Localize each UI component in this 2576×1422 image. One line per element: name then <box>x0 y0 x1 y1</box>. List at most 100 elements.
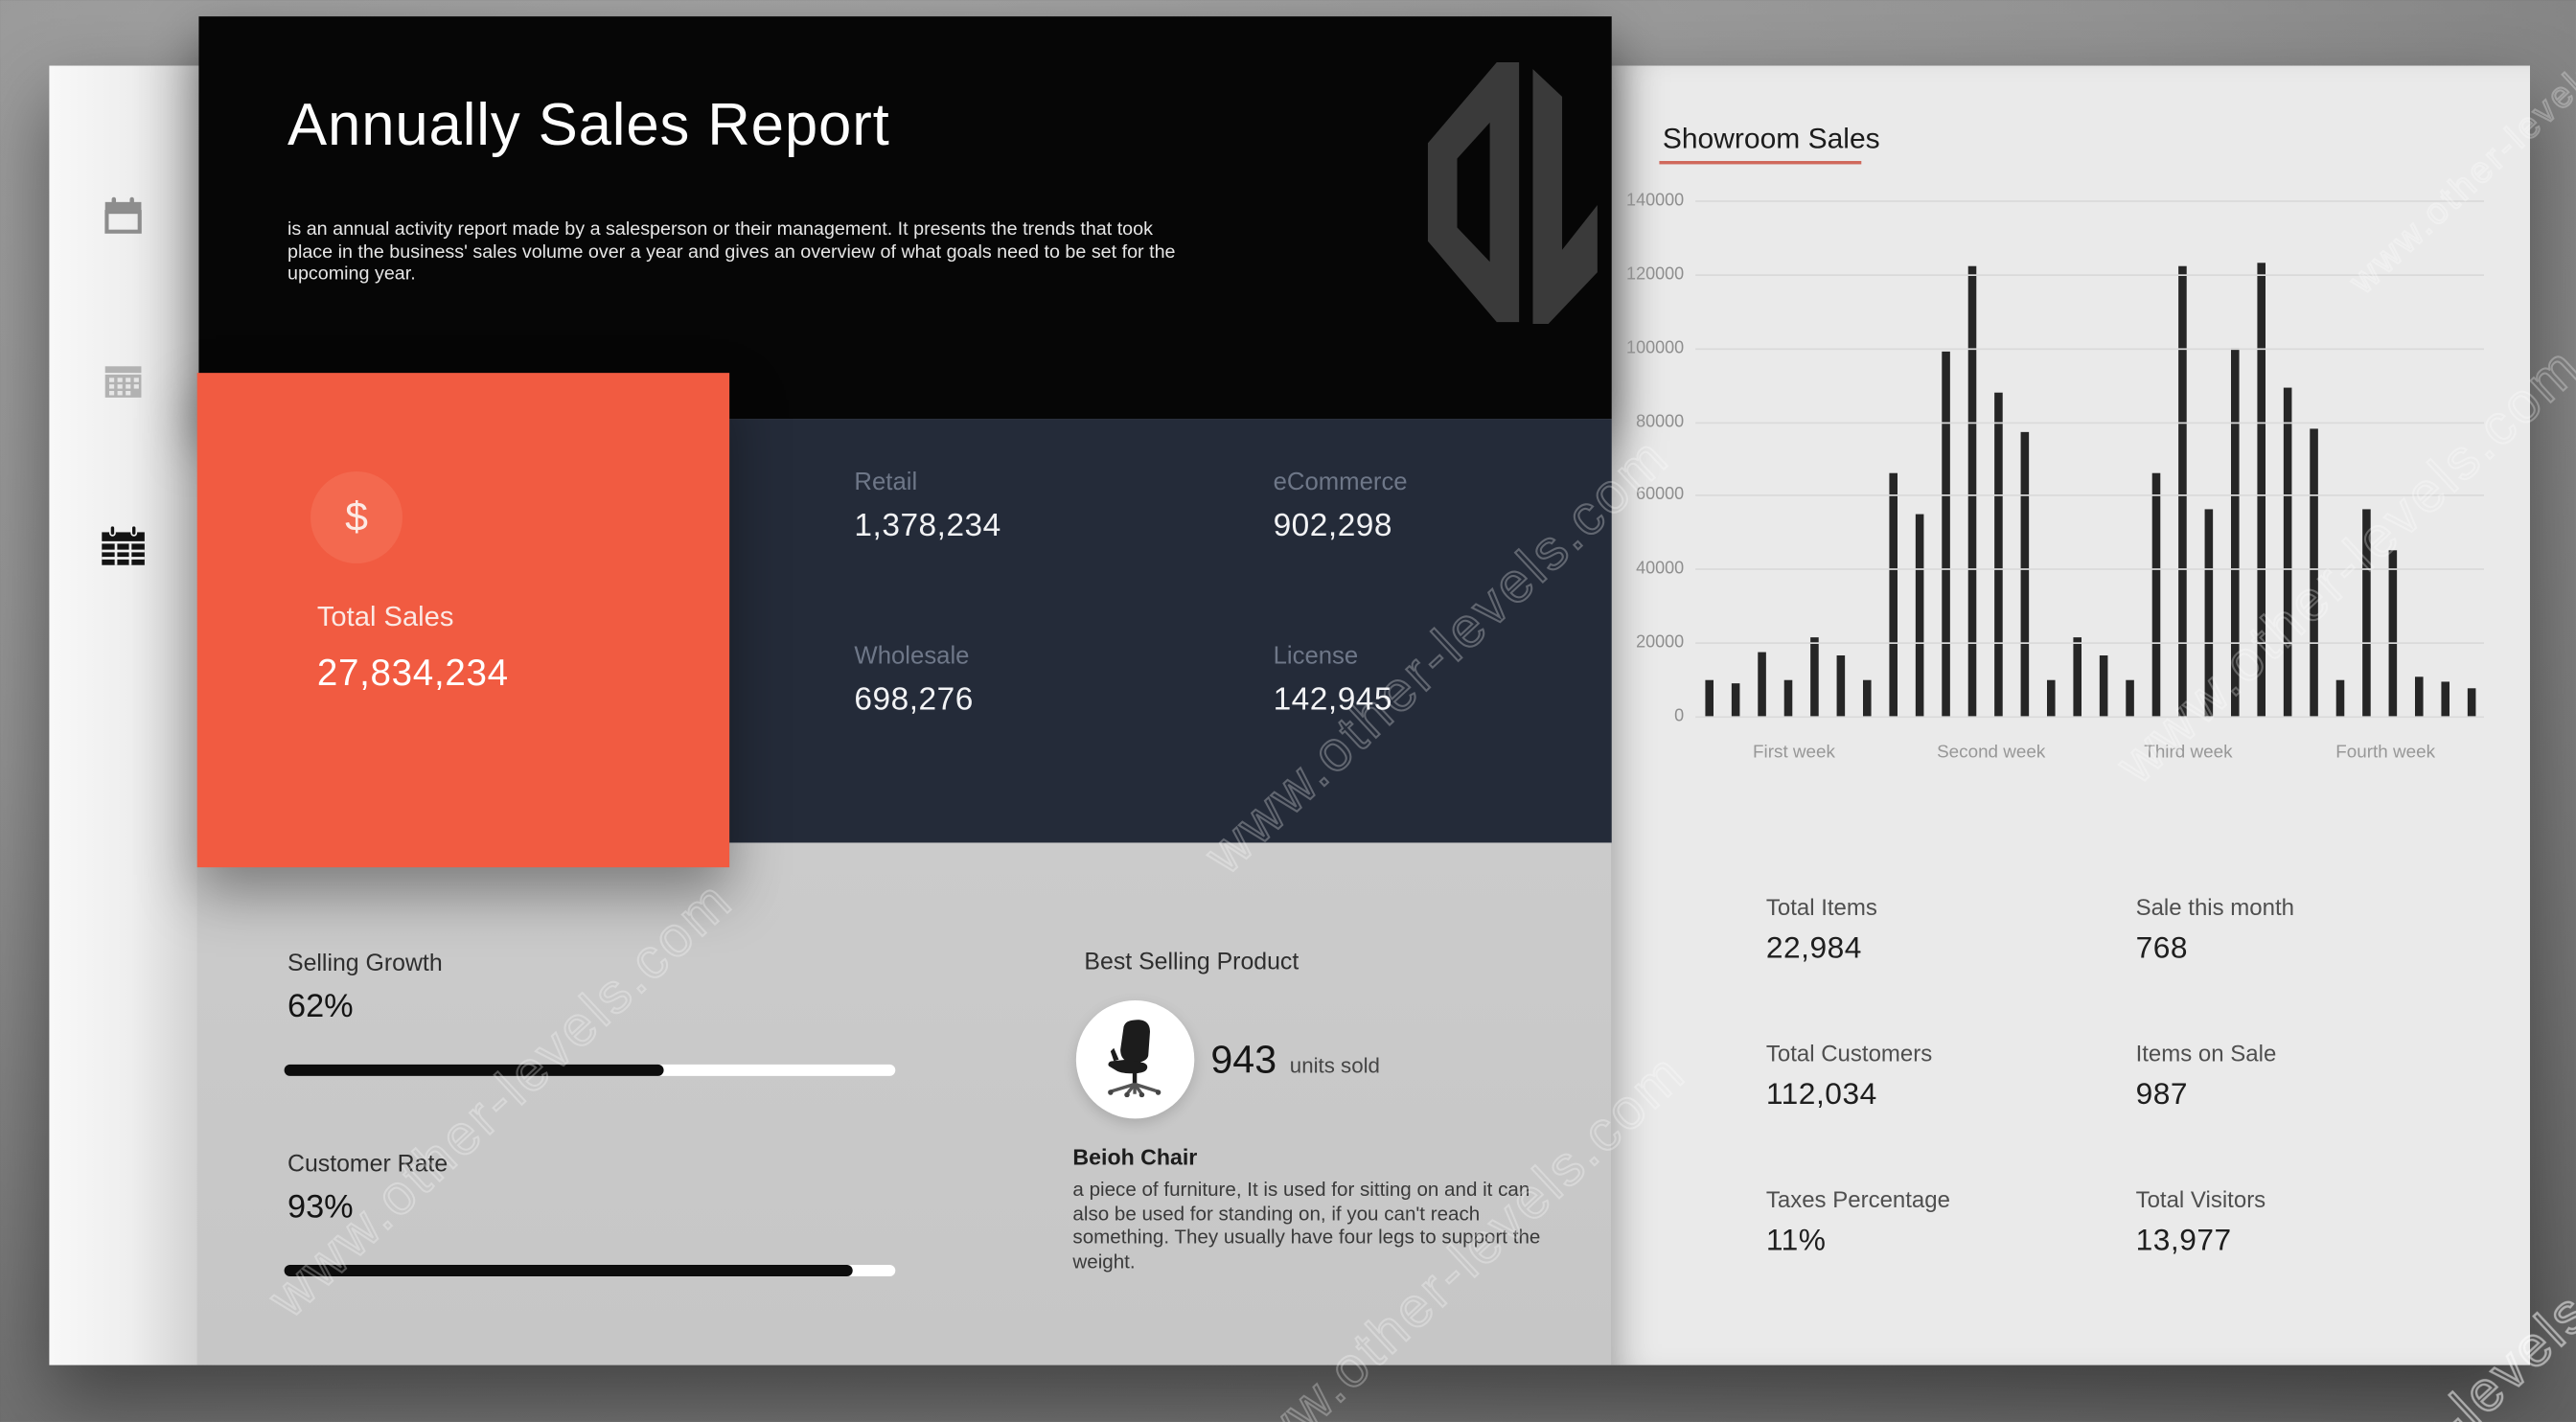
chart-bar <box>2099 655 2107 717</box>
chart-gridline <box>1695 568 2484 571</box>
chart-bar <box>2309 428 2317 717</box>
sidebar-item-calendar-grid[interactable] <box>97 522 150 580</box>
sidebar <box>49 65 197 1365</box>
selling-growth-bar <box>284 1064 896 1076</box>
chart-bar <box>2125 678 2133 717</box>
channel-stat-ecommerce: eCommerce 902,298 <box>1274 469 1668 546</box>
chart-y-tick: 40000 <box>1636 559 1685 579</box>
selling-growth-value: 62% <box>288 989 354 1025</box>
stat-value: 768 <box>2135 929 2189 965</box>
chart-bar <box>1704 678 1714 717</box>
units-sold-count: 943 <box>1210 1038 1277 1083</box>
chart-bar <box>2150 472 2160 717</box>
chart-bar <box>2414 677 2423 717</box>
customer-rate-bar <box>284 1265 896 1276</box>
channel-value: 902,298 <box>1273 507 1393 544</box>
channel-label: Retail <box>854 468 918 496</box>
sidebar-item-calendar-outline[interactable] <box>101 193 147 247</box>
chart-bar <box>1862 678 1871 717</box>
total-sales-value: 27,834,234 <box>316 652 509 694</box>
stat-sale-this-month: Sale this month 768 <box>2136 894 2497 966</box>
stat-label: Items on Sale <box>2135 1040 2277 1066</box>
channel-stat-license: License 142,945 <box>1274 642 1668 720</box>
dollar-glyph: $ <box>345 493 368 540</box>
report-header <box>198 16 1612 420</box>
stat-value: 11% <box>1765 1222 1827 1257</box>
chart-bar <box>2467 688 2475 717</box>
company-logo-icon <box>1423 44 1604 340</box>
chart-gridline <box>1695 347 2484 350</box>
chart-y-axis: 0 20000 40000 60000 80000 100000 120000 140000 <box>1585 191 1685 726</box>
chart-gridline <box>1695 716 2484 719</box>
product-name: Beioh Chair <box>1072 1144 1198 1170</box>
selling-growth-fill <box>284 1064 663 1076</box>
selling-growth-label: Selling Growth <box>288 951 443 977</box>
chart-title: Showroom Sales <box>1662 121 1880 155</box>
chart-bars <box>1695 200 2484 717</box>
chart-gridline <box>1695 421 2484 424</box>
product-description: a piece of furniture, It is used for sit… <box>1072 1178 1541 1273</box>
chart-bar <box>2177 266 2186 717</box>
chart-y-tick: 20000 <box>1636 632 1685 653</box>
stat-label: Total Items <box>1765 893 1877 920</box>
chart-bar <box>1757 652 1765 717</box>
best-product-title: Best Selling Product <box>1084 949 1300 976</box>
stat-label: Total Customers <box>1765 1040 1933 1066</box>
stat-items-on-sale: Items on Sale 987 <box>2136 1040 2497 1112</box>
chart-x-axis: First week Second week Third week Fourth we… <box>1695 743 2484 763</box>
units-sold-label: units sold <box>1289 1052 1380 1078</box>
chart-bar <box>1888 472 1898 717</box>
units-sold: 943 units sold <box>1210 1038 1380 1084</box>
stat-value: 22,984 <box>1765 929 1862 965</box>
chart-plot <box>1695 200 2484 719</box>
sidebar-item-calendar-month[interactable] <box>101 358 147 413</box>
channel-stat-wholesale: Wholesale 698,276 <box>854 642 1248 720</box>
chart-bar <box>1731 682 1739 717</box>
chart-bar <box>2046 678 2055 717</box>
chart-bar <box>2072 636 2082 717</box>
chart-bar <box>2203 510 2213 717</box>
product-image <box>1075 1000 1195 1119</box>
chart-bar <box>1809 636 1818 717</box>
chart-x-label: First week <box>1753 742 1835 763</box>
stat-label: Total Visitors <box>2135 1185 2266 1213</box>
chart-bar <box>2019 432 2029 717</box>
chart-bar <box>2361 510 2370 717</box>
chart-y-tick: 140000 <box>1626 190 1685 211</box>
chart-bar <box>1966 266 1976 717</box>
stat-total-visitors: Total Visitors 13,977 <box>2136 1186 2497 1258</box>
chart-bar <box>1993 392 2002 717</box>
customer-rate-value: 93% <box>288 1189 354 1226</box>
chart-y-tick: 60000 <box>1636 485 1685 506</box>
total-sales-card: $ Total Sales 27,834,234 <box>196 373 730 868</box>
office-chair-icon <box>1097 1015 1173 1105</box>
stat-taxes-percentage: Taxes Percentage 11% <box>1766 1186 2128 1258</box>
chart-bar <box>1782 678 1792 717</box>
channel-value: 698,276 <box>854 681 974 719</box>
customer-rate-label: Customer Rate <box>288 1151 448 1179</box>
chart-title-underline <box>1659 161 1862 165</box>
chart-x-label: Third week <box>2144 742 2233 763</box>
channel-value: 142,945 <box>1273 681 1393 719</box>
chart-gridline <box>1695 200 2484 202</box>
channel-label: eCommerce <box>1273 468 1408 496</box>
channel-value: 1,378,234 <box>854 507 1001 544</box>
stat-total-items: Total Items 22,984 <box>1766 894 2128 966</box>
chart-y-tick: 120000 <box>1626 264 1685 285</box>
chart-bar <box>1835 655 1845 717</box>
channel-stat-retail: Retail 1,378,234 <box>854 469 1248 546</box>
chart-y-tick: 0 <box>1674 706 1685 726</box>
chart-y-tick: 100000 <box>1626 337 1685 358</box>
stat-total-customers: Total Customers 112,034 <box>1766 1040 2128 1112</box>
total-sales-label: Total Sales <box>316 601 454 632</box>
chart-x-label: Second week <box>1937 742 2046 763</box>
page-title: Annually Sales Report <box>288 90 890 158</box>
calendar-outline-icon <box>101 196 147 244</box>
chart-gridline <box>1695 274 2484 276</box>
stat-label: Taxes Percentage <box>1765 1185 1950 1213</box>
dollar-icon: $ <box>310 471 402 563</box>
chart-bar <box>2283 388 2291 717</box>
chart-gridline <box>1695 494 2484 497</box>
chart-x-label: Fourth week <box>2335 742 2436 763</box>
customer-rate-fill <box>284 1265 853 1276</box>
